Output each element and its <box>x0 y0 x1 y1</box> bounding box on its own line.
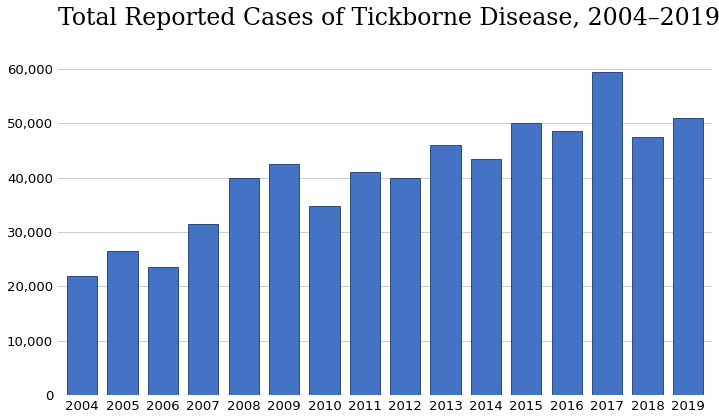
Bar <box>592 71 622 395</box>
Bar <box>431 145 461 395</box>
Bar <box>551 131 582 395</box>
Bar <box>107 251 137 395</box>
Bar <box>511 123 541 395</box>
Bar <box>390 178 421 395</box>
Bar <box>632 137 663 395</box>
Bar <box>309 206 339 395</box>
Bar <box>188 224 219 395</box>
Bar <box>471 159 501 395</box>
Bar <box>673 118 703 395</box>
Text: Total Reported Cases of Tickborne Disease, 2004–2019: Total Reported Cases of Tickborne Diseas… <box>58 7 719 30</box>
Bar <box>67 276 97 395</box>
Bar <box>349 172 380 395</box>
Bar <box>148 268 178 395</box>
Bar <box>229 178 259 395</box>
Bar <box>269 164 299 395</box>
